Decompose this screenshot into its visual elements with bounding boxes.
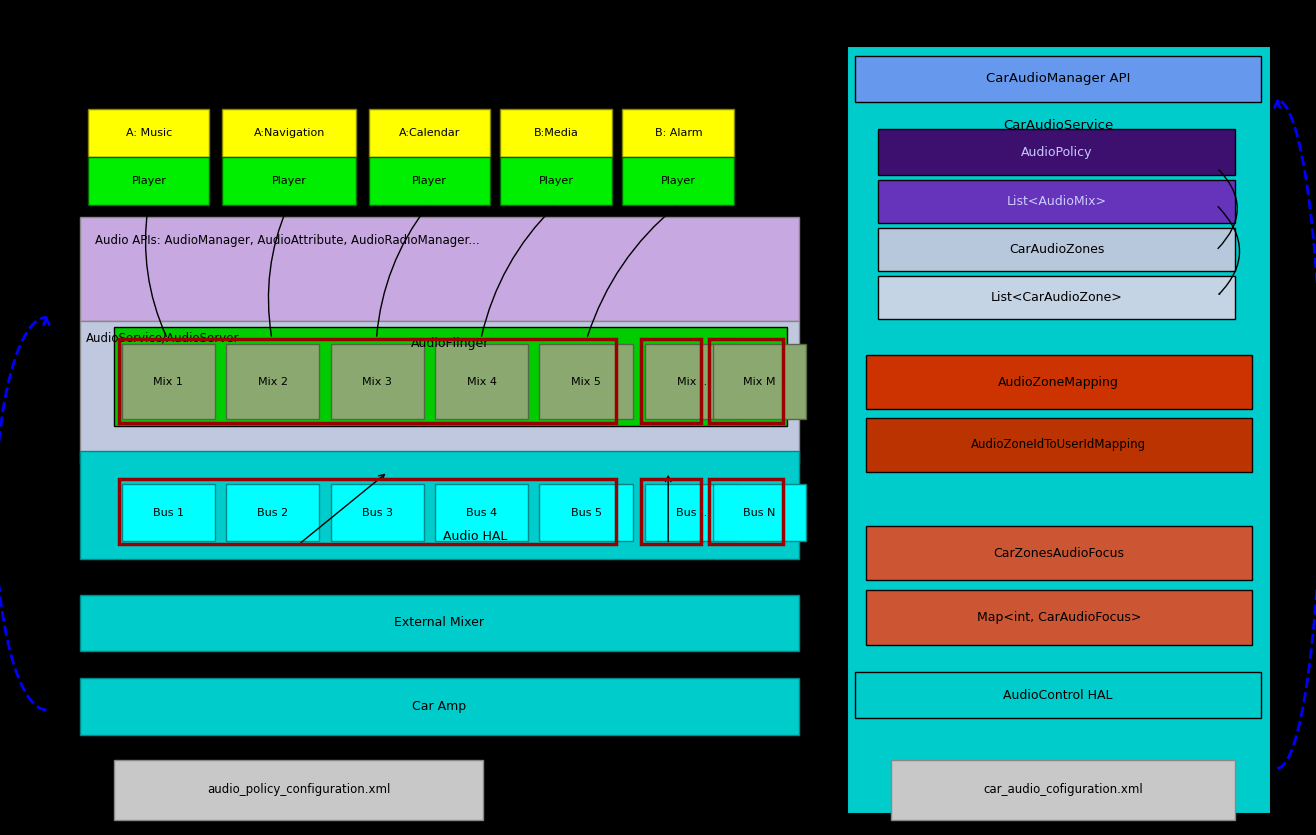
Text: Car Amp: Car Amp <box>412 700 467 713</box>
FancyBboxPatch shape <box>846 46 1271 814</box>
FancyBboxPatch shape <box>114 760 483 820</box>
FancyBboxPatch shape <box>330 484 424 541</box>
FancyBboxPatch shape <box>879 129 1236 175</box>
FancyBboxPatch shape <box>368 109 490 157</box>
FancyBboxPatch shape <box>79 451 799 559</box>
Text: List<CarAudioZone>: List<CarAudioZone> <box>991 291 1123 304</box>
Text: car_audio_cofiguration.xml: car_audio_cofiguration.xml <box>983 783 1144 797</box>
FancyBboxPatch shape <box>540 344 633 419</box>
FancyBboxPatch shape <box>114 327 787 426</box>
FancyBboxPatch shape <box>891 760 1236 820</box>
FancyBboxPatch shape <box>436 484 528 541</box>
Text: Player: Player <box>412 175 446 185</box>
Text: AudioPolicy: AudioPolicy <box>1021 146 1092 159</box>
Text: Bus N: Bus N <box>744 508 775 518</box>
FancyArrowPatch shape <box>1219 206 1240 294</box>
FancyBboxPatch shape <box>88 157 209 205</box>
Text: Mix 1: Mix 1 <box>153 377 183 387</box>
FancyBboxPatch shape <box>540 484 633 541</box>
Text: AudioFlinger: AudioFlinger <box>411 337 490 351</box>
FancyBboxPatch shape <box>855 672 1261 718</box>
FancyBboxPatch shape <box>622 157 734 205</box>
Text: AudioZoneIdToUserIdMapping: AudioZoneIdToUserIdMapping <box>971 438 1146 451</box>
Text: A: Music: A: Music <box>126 128 172 138</box>
Text: A:Calendar: A:Calendar <box>399 128 461 138</box>
FancyBboxPatch shape <box>500 157 612 205</box>
FancyBboxPatch shape <box>121 484 215 541</box>
Text: Mix M: Mix M <box>744 377 775 387</box>
Text: List<AudioMix>: List<AudioMix> <box>1007 195 1107 208</box>
Text: Bus 4: Bus 4 <box>466 508 497 518</box>
FancyBboxPatch shape <box>713 484 805 541</box>
Text: Mix 2: Mix 2 <box>258 377 288 387</box>
Text: AudioService/AudioServer: AudioService/AudioServer <box>86 331 240 345</box>
Text: Player: Player <box>661 175 696 185</box>
Text: Audio APIs: AudioManager, AudioAttribute, AudioRadioManager...: Audio APIs: AudioManager, AudioAttribute… <box>95 234 479 247</box>
FancyBboxPatch shape <box>79 217 799 321</box>
Text: Player: Player <box>132 175 166 185</box>
Text: Mix 5: Mix 5 <box>571 377 601 387</box>
FancyBboxPatch shape <box>866 526 1252 580</box>
FancyBboxPatch shape <box>713 344 805 419</box>
FancyBboxPatch shape <box>879 180 1236 223</box>
Text: Bus ..: Bus .. <box>676 508 708 518</box>
FancyArrowPatch shape <box>1219 170 1237 249</box>
FancyBboxPatch shape <box>500 109 612 157</box>
Text: AudioZoneMapping: AudioZoneMapping <box>999 376 1119 388</box>
FancyBboxPatch shape <box>645 484 738 541</box>
Text: Bus 3: Bus 3 <box>362 508 392 518</box>
Text: CarAudioManager API: CarAudioManager API <box>986 73 1130 85</box>
FancyBboxPatch shape <box>866 590 1252 645</box>
Text: audio_policy_configuration.xml: audio_policy_configuration.xml <box>207 783 391 797</box>
FancyBboxPatch shape <box>222 157 357 205</box>
FancyBboxPatch shape <box>879 228 1236 271</box>
Text: Bus 1: Bus 1 <box>153 508 183 518</box>
FancyBboxPatch shape <box>866 418 1252 472</box>
Text: External Mixer: External Mixer <box>395 616 484 630</box>
Text: AudioControl HAL: AudioControl HAL <box>1003 689 1113 701</box>
Text: Mix ..: Mix .. <box>676 377 707 387</box>
Text: Bus 2: Bus 2 <box>257 508 288 518</box>
FancyBboxPatch shape <box>79 321 799 463</box>
FancyBboxPatch shape <box>622 109 734 157</box>
FancyBboxPatch shape <box>330 344 424 419</box>
Text: CarAudioZones: CarAudioZones <box>1009 243 1104 256</box>
Text: CarZonesAudioFocus: CarZonesAudioFocus <box>994 547 1124 559</box>
Text: B:Media: B:Media <box>533 128 579 138</box>
FancyBboxPatch shape <box>88 109 209 157</box>
Text: Mix 3: Mix 3 <box>362 377 392 387</box>
Text: Mix 4: Mix 4 <box>467 377 496 387</box>
Text: A:Navigation: A:Navigation <box>254 128 325 138</box>
FancyBboxPatch shape <box>222 109 357 157</box>
Text: Map<int, CarAudioFocus>: Map<int, CarAudioFocus> <box>976 611 1141 624</box>
Text: CarAudioService: CarAudioService <box>1003 119 1113 132</box>
FancyBboxPatch shape <box>368 157 490 205</box>
FancyBboxPatch shape <box>79 595 799 651</box>
FancyBboxPatch shape <box>645 344 738 419</box>
Text: Player: Player <box>538 175 574 185</box>
Text: Bus 5: Bus 5 <box>571 508 601 518</box>
FancyBboxPatch shape <box>866 355 1252 409</box>
FancyBboxPatch shape <box>855 56 1261 102</box>
Text: Player: Player <box>271 175 307 185</box>
FancyBboxPatch shape <box>879 276 1236 319</box>
FancyBboxPatch shape <box>79 678 799 735</box>
Text: Audio HAL: Audio HAL <box>443 529 508 543</box>
FancyBboxPatch shape <box>226 484 318 541</box>
FancyBboxPatch shape <box>436 344 528 419</box>
FancyBboxPatch shape <box>226 344 318 419</box>
FancyBboxPatch shape <box>121 344 215 419</box>
Text: B: Alarm: B: Alarm <box>654 128 703 138</box>
